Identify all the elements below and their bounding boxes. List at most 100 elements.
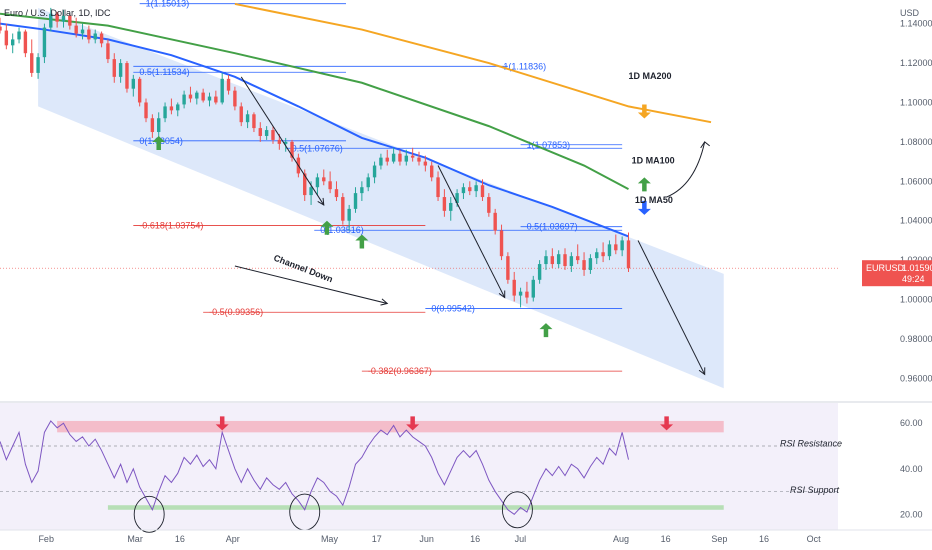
rsi-down-arrow — [215, 416, 229, 431]
candle-body — [80, 29, 85, 34]
green-up-arrow — [152, 135, 166, 150]
trend-arrow — [240, 76, 325, 206]
candle-body — [474, 185, 478, 192]
candle-body — [131, 78, 136, 89]
candle-body — [74, 25, 78, 34]
candle-body — [201, 92, 205, 101]
candle-body — [391, 153, 396, 162]
candle-body — [531, 279, 535, 298]
candle-body — [436, 177, 440, 198]
candle-body — [93, 33, 97, 40]
candle-body — [188, 94, 193, 99]
green-up-arrow — [637, 177, 651, 192]
time-axis-tick: 16 — [175, 534, 185, 544]
chart-title: Euro / U.S. Dollar, 1D, IDC — [4, 8, 111, 18]
candle-body — [220, 78, 224, 103]
candle-body — [17, 31, 21, 40]
rsi-line — [0, 420, 629, 515]
candle-body — [309, 187, 313, 196]
price-axis-tick: 1.08000 — [900, 137, 932, 147]
candle-body — [626, 240, 631, 269]
candle-body — [576, 256, 580, 261]
candle-body — [595, 252, 599, 259]
candle-body — [55, 13, 59, 22]
candle-body — [620, 240, 624, 251]
rsi-circle — [501, 491, 533, 529]
candle-body — [277, 139, 282, 144]
trend-arrow-head — [498, 290, 506, 299]
time-axis-tick: Jun — [419, 534, 434, 544]
price-tag-value: 1.01590 — [902, 263, 932, 273]
channel-down-band — [38, 7, 724, 389]
candle-body — [163, 106, 167, 119]
rsi-axis-tick: 20.00 — [900, 509, 923, 519]
candle-body — [144, 102, 148, 119]
candle-body — [283, 141, 288, 144]
ma200-label: 1D MA200 — [629, 71, 672, 81]
candle-body — [493, 212, 497, 231]
candle-body — [334, 189, 339, 198]
price-axis-tick: 1.14000 — [900, 19, 932, 29]
candle-body — [487, 197, 491, 213]
candle-body — [480, 185, 485, 198]
trend-arrow — [637, 240, 706, 375]
price-axis-tick: 1.06000 — [900, 176, 932, 186]
projection-curve — [666, 141, 706, 198]
candle-body — [582, 260, 586, 270]
candle-body — [398, 153, 402, 162]
candle-body — [506, 256, 510, 280]
rsi-axis-tick: 40.00 — [900, 464, 923, 474]
candle-body — [423, 161, 428, 166]
candle-body — [410, 155, 415, 158]
candle-body — [461, 187, 466, 194]
trend-arrow-head — [698, 367, 706, 376]
fib-level-label: 1(1.07853) — [527, 140, 571, 150]
candle-body — [195, 92, 199, 99]
candle-body — [537, 264, 542, 280]
rsi-axis-tick: 60.00 — [900, 418, 923, 428]
candle-body — [379, 157, 383, 166]
rsi-support-label: RSI Support — [790, 485, 840, 495]
candle-body — [10, 39, 15, 46]
candle-body — [442, 197, 447, 211]
candle-body — [23, 31, 28, 54]
candle-body — [385, 157, 389, 162]
candle-body — [87, 29, 91, 40]
candle-body — [499, 230, 504, 257]
candle-body — [49, 13, 53, 28]
candle-body — [518, 291, 523, 296]
candle-body — [563, 254, 567, 267]
time-axis-tick: 16 — [470, 534, 480, 544]
channel-down-arrow — [234, 265, 388, 304]
price-axis-tick: 1.12000 — [900, 58, 932, 68]
candle-body — [42, 27, 47, 58]
candle-body — [182, 94, 186, 105]
candle-body — [347, 208, 351, 221]
candle-body — [169, 106, 174, 111]
rsi-pane: RSI Resistance RSI Support — [0, 401, 932, 533]
candle-body — [157, 118, 161, 133]
green-up-arrow — [320, 220, 334, 235]
candle-body — [226, 78, 231, 91]
candle-body — [372, 165, 377, 178]
price-axis-tick: 0.96000 — [900, 373, 932, 383]
projection-curve-head — [700, 141, 710, 149]
axes: 1.14000 1.12000 1.10000 1.08000 1.06000 1.040… — [0, 19, 932, 544]
time-axis-tick: 16 — [759, 534, 769, 544]
candle-body — [455, 193, 459, 203]
candle-body — [328, 181, 332, 190]
rsi-support-band — [107, 505, 724, 510]
price-tag-countdown: 49:24 — [902, 274, 925, 284]
candle-body — [36, 57, 40, 73]
candle-body — [353, 193, 358, 209]
candle-body — [607, 244, 612, 257]
candle-body — [176, 104, 180, 111]
candle-body — [404, 155, 409, 162]
candle-body — [569, 256, 574, 267]
candle-body — [588, 258, 593, 270]
price-tag-symbol: EURUSD — [866, 263, 905, 273]
price-axis-tick: 1.02000 — [900, 255, 932, 265]
candle-body — [61, 15, 66, 22]
candle-body — [233, 90, 237, 107]
